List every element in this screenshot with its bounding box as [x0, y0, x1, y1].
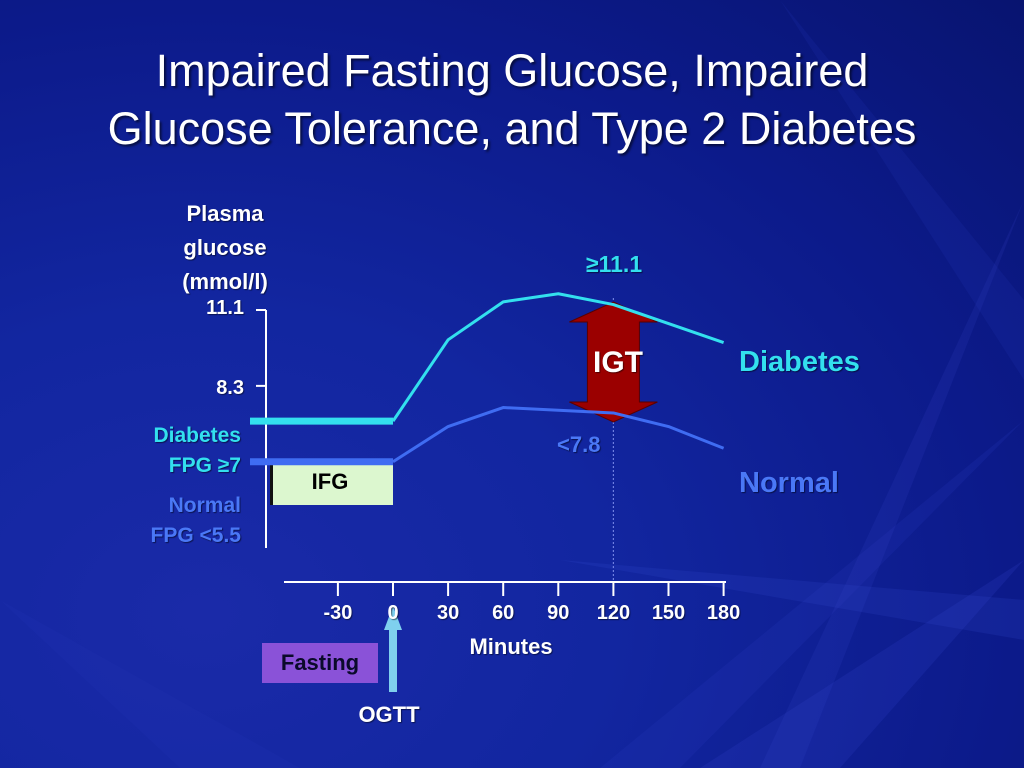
diabetes-fpg-label: Diabetes FPG ≥7	[41, 421, 241, 481]
ifg-box	[270, 463, 393, 505]
ogtt-label: OGTT	[358, 702, 420, 727]
x-tick-label: 180	[706, 602, 741, 624]
diabetes-fpg-label-line-1: Diabetes	[153, 424, 241, 447]
title-line-2: Glucose Tolerance, and Type 2 Diabetes	[107, 103, 917, 154]
y-tick-label-8-3: 8.3	[216, 377, 244, 399]
x-tick-label: 90	[547, 602, 570, 624]
x-tick-label: 60	[492, 602, 515, 624]
series-label-normal: Normal	[739, 467, 839, 499]
x-tick-label: 30	[436, 602, 460, 624]
igt-lower-label: <7.8	[557, 432, 601, 457]
igt-upper-label: ≥11.1	[586, 251, 643, 277]
normal-fpg-label: Normal FPG <5.5	[41, 491, 241, 551]
fasting-box: Fasting	[262, 643, 378, 683]
x-tick-label: 120	[596, 602, 631, 624]
y-axis-label-line-3: (mmol/l)	[182, 269, 268, 294]
slide-title: Impaired Fasting Glucose, Impaired Gluco…	[0, 42, 1024, 158]
x-tick-label: 150	[651, 602, 686, 624]
y-axis-label-line-2: glucose	[183, 235, 267, 260]
y-axis-label: Plasma glucose (mmol/l)	[150, 197, 300, 299]
ifg-label: IFG	[311, 469, 349, 494]
ogtt-arrow-head	[384, 606, 402, 630]
y-axis-label-line-1: Plasma	[186, 201, 264, 226]
normal-fpg-label-line-2: FPG <5.5	[150, 524, 241, 547]
series-line-diabetes	[391, 292, 725, 422]
diabetes-fpg-label-line-2: FPG ≥7	[168, 454, 241, 477]
normal-fpg-label-line-1: Normal	[168, 494, 241, 517]
x-tick-label: -30	[323, 602, 353, 624]
title-line-1: Impaired Fasting Glucose, Impaired	[155, 45, 869, 96]
igt-double-arrow	[569, 301, 658, 423]
x-tick-label: 0	[387, 602, 399, 624]
igt-label: IGT	[593, 346, 643, 379]
series-line-normal	[392, 406, 725, 464]
y-tick-label-11-1: 11.1	[206, 297, 244, 319]
series-label-diabetes: Diabetes	[739, 346, 860, 378]
ogtt-arrow-shaft	[389, 628, 397, 692]
x-axis-label: Minutes	[469, 634, 553, 659]
